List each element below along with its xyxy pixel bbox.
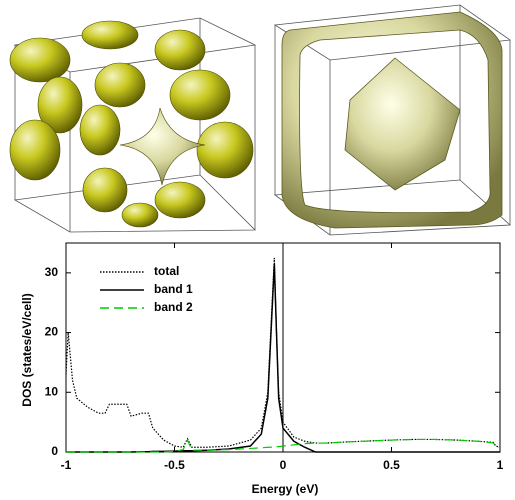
y-tick-label: 0 (51, 444, 58, 458)
left-surface (9, 20, 254, 228)
dos-chart: Energy (eV) DOS (states/eV/cell) 0102030… (20, 242, 504, 496)
x-tick-label: 0 (280, 458, 287, 472)
legend-label: total (154, 264, 179, 278)
fermi-surfaces (9, 4, 512, 236)
x-tick-label: -1 (61, 458, 72, 472)
x-tick-label: 1 (497, 458, 504, 472)
y-axis-title: DOS (states/eV/cell) (20, 293, 34, 406)
y-tick-label: 20 (45, 325, 59, 339)
legend-label: band 1 (154, 282, 193, 296)
x-tick-label: -0.5 (164, 458, 185, 472)
series-line (66, 438, 501, 453)
x-tick-label: 0.5 (383, 458, 400, 472)
y-tick-label: 10 (45, 384, 59, 398)
legend-label: band 2 (154, 300, 193, 314)
right-surface (281, 11, 503, 229)
y-tick-label: 30 (45, 265, 59, 279)
x-axis-title: Energy (eV) (252, 482, 319, 496)
